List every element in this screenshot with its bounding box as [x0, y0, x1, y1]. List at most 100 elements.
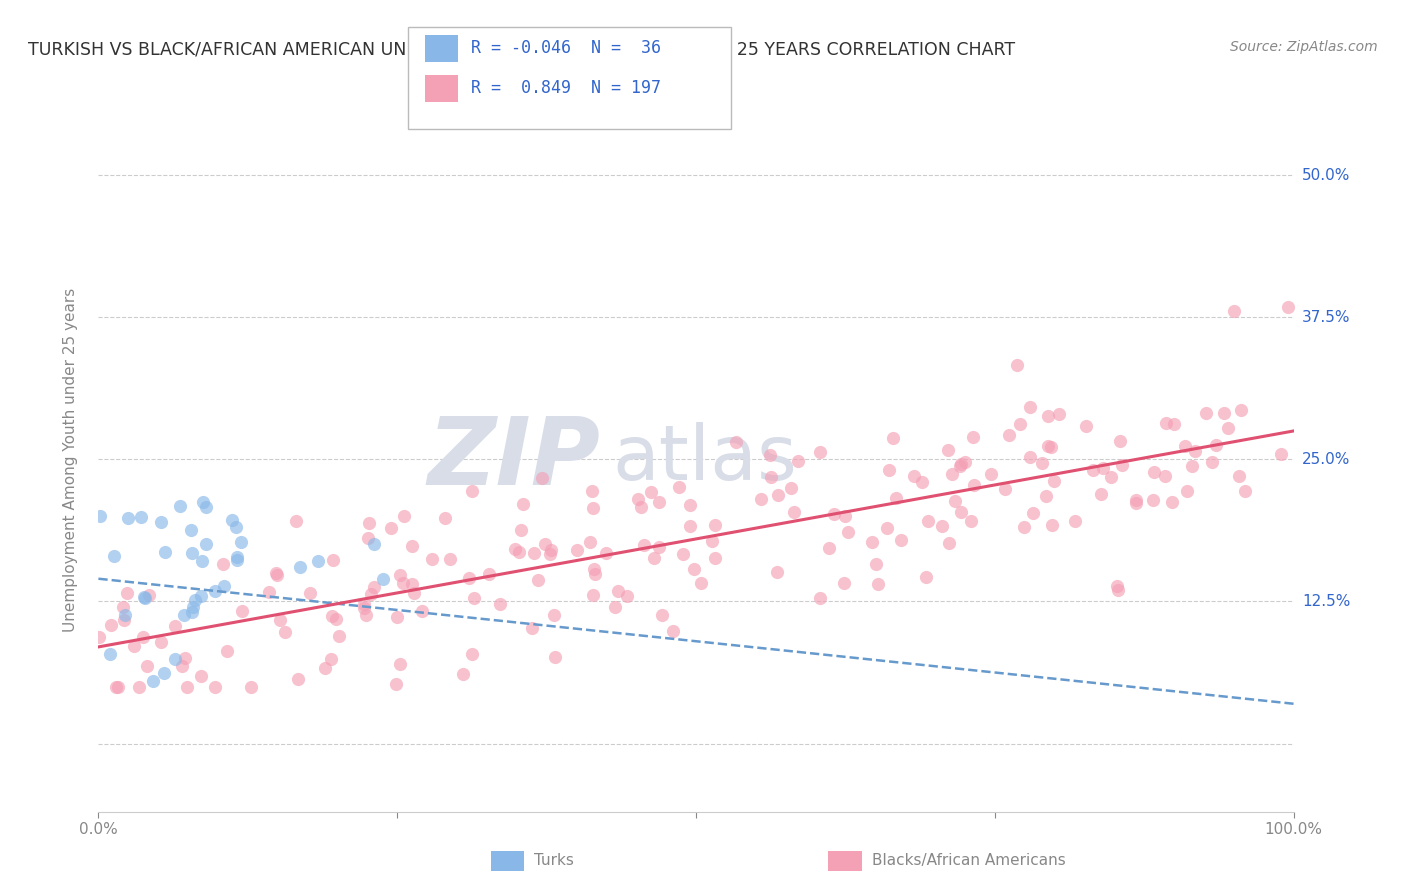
Point	[941, 467, 963, 481]
Point	[478, 567, 501, 582]
Point	[1125, 492, 1147, 507]
Point	[766, 488, 789, 502]
Point	[439, 552, 461, 566]
Point	[1035, 489, 1057, 503]
Point	[882, 431, 904, 445]
Point	[150, 516, 173, 530]
Point	[759, 469, 782, 483]
Point	[461, 484, 484, 499]
Point	[100, 618, 122, 632]
Point	[1074, 418, 1097, 433]
Point	[510, 524, 533, 538]
Point	[100, 647, 122, 661]
Point	[1222, 304, 1244, 318]
Point	[1040, 440, 1063, 454]
Point	[689, 576, 711, 591]
Point	[401, 539, 423, 553]
Point	[938, 536, 960, 550]
Point	[1229, 469, 1251, 483]
Point	[949, 457, 972, 471]
Point	[931, 519, 953, 533]
Point	[959, 514, 981, 528]
Point	[225, 549, 247, 564]
Point	[353, 601, 375, 615]
Point	[1174, 439, 1197, 453]
Point	[508, 545, 530, 559]
Point	[103, 549, 125, 563]
Point	[181, 546, 204, 560]
Point	[823, 507, 845, 521]
Point	[389, 657, 412, 672]
Point	[1083, 463, 1105, 477]
Point	[363, 580, 385, 594]
Point	[936, 443, 959, 458]
Point	[266, 568, 288, 582]
Point	[505, 541, 527, 556]
Point	[212, 579, 235, 593]
Point	[679, 498, 702, 512]
Point	[392, 576, 415, 591]
Point	[170, 659, 193, 673]
Point	[114, 608, 136, 623]
Point	[581, 483, 603, 498]
Point	[229, 535, 252, 549]
Point	[328, 629, 350, 643]
Point	[112, 613, 135, 627]
Point	[122, 640, 145, 654]
Point	[780, 481, 803, 495]
Point	[949, 505, 972, 519]
Point	[153, 666, 176, 681]
Point	[1163, 417, 1185, 431]
Point	[357, 532, 380, 546]
Point	[1111, 458, 1133, 472]
Point	[1043, 474, 1066, 488]
Point	[1175, 484, 1198, 499]
Point	[321, 652, 343, 666]
Point	[1154, 416, 1177, 430]
Point	[1031, 456, 1053, 470]
Point	[173, 651, 195, 665]
Point	[149, 634, 172, 648]
Point	[138, 588, 160, 602]
Point	[1218, 421, 1240, 435]
Point	[1184, 444, 1206, 458]
Point	[683, 562, 706, 576]
Point	[314, 660, 336, 674]
Point	[749, 491, 772, 506]
Point	[389, 567, 412, 582]
Point	[117, 511, 139, 525]
Point	[1107, 582, 1129, 597]
Point	[808, 445, 831, 459]
Point	[1160, 495, 1182, 509]
Point	[998, 428, 1021, 442]
Point	[434, 510, 457, 524]
Point	[87, 630, 110, 644]
Point	[1019, 450, 1042, 464]
Point	[322, 553, 344, 567]
Point	[1036, 409, 1059, 423]
Text: Blacks/African Americans: Blacks/African Americans	[872, 854, 1066, 868]
Point	[194, 537, 217, 551]
Point	[817, 541, 839, 555]
Point	[877, 462, 900, 476]
Point	[115, 586, 138, 600]
Point	[543, 608, 565, 623]
Point	[221, 513, 243, 527]
Point	[643, 551, 665, 566]
Point	[373, 572, 395, 586]
Point	[194, 500, 217, 514]
Point	[876, 520, 898, 534]
Point	[225, 520, 247, 534]
Point	[1229, 402, 1251, 417]
Point	[1195, 406, 1218, 420]
Point	[287, 672, 309, 686]
Point	[703, 518, 725, 533]
Point	[782, 505, 804, 519]
Point	[1040, 518, 1063, 533]
Point	[765, 566, 787, 580]
Point	[963, 478, 986, 492]
Text: 12.5%: 12.5%	[1302, 594, 1350, 609]
Point	[290, 560, 312, 574]
Point	[359, 516, 381, 530]
Point	[269, 613, 291, 627]
